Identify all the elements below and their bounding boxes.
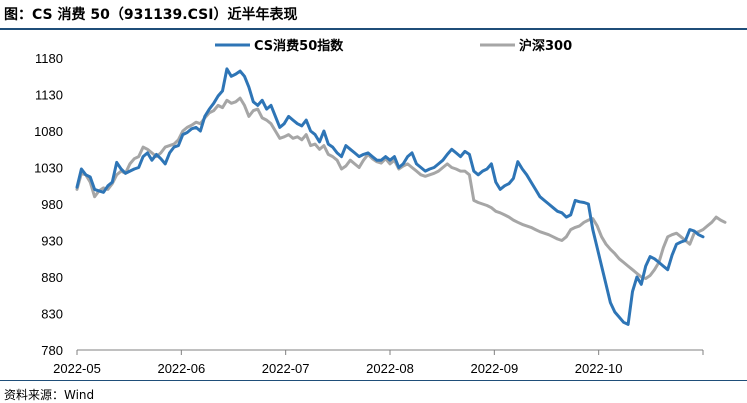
legend-label: 沪深300: [519, 38, 572, 54]
y-tick-label: 1180: [35, 51, 63, 66]
title-rule: [0, 28, 747, 30]
series-line-cs-consumer50: [75, 67, 705, 326]
bottom-rule: [0, 380, 747, 381]
series-line-csi300: [75, 96, 727, 280]
x-axis: 2022-05 2022-06 2022-07 2022-08 2022-09 2022-…: [53, 349, 704, 376]
y-tick-label: 1030: [34, 161, 63, 176]
y-tick-label: 1130: [35, 88, 63, 103]
y-tick-label: 880: [41, 270, 63, 285]
y-axis: 780 830 880 930 980 1030 1080 1130 1180: [34, 51, 63, 358]
legend-label: CS消费50指数: [254, 38, 344, 54]
y-tick-label: 930: [41, 234, 63, 249]
y-tick-label: 780: [41, 343, 63, 358]
title-bar: 图：CS 消费 50（931139.CSI）近半年表现: [0, 0, 747, 27]
x-tick-label: 2022-09: [470, 361, 518, 376]
y-tick-label: 830: [41, 307, 63, 322]
chart-title: 图：CS 消费 50（931139.CSI）近半年表现: [4, 7, 298, 23]
x-tick-label: 2022-05: [53, 361, 101, 376]
source-note: 资料来源：Wind: [4, 388, 95, 402]
legend: CS消费50指数 沪深300: [215, 38, 572, 54]
y-tick-label: 980: [41, 197, 63, 212]
x-tick-label: 2022-06: [157, 361, 205, 376]
x-tick-label: 2022-10: [575, 361, 623, 376]
series-lines: [75, 67, 727, 326]
y-tick-label: 1080: [34, 124, 63, 139]
x-tick-label: 2022-08: [366, 361, 414, 376]
x-tick-label: 2022-07: [262, 361, 310, 376]
